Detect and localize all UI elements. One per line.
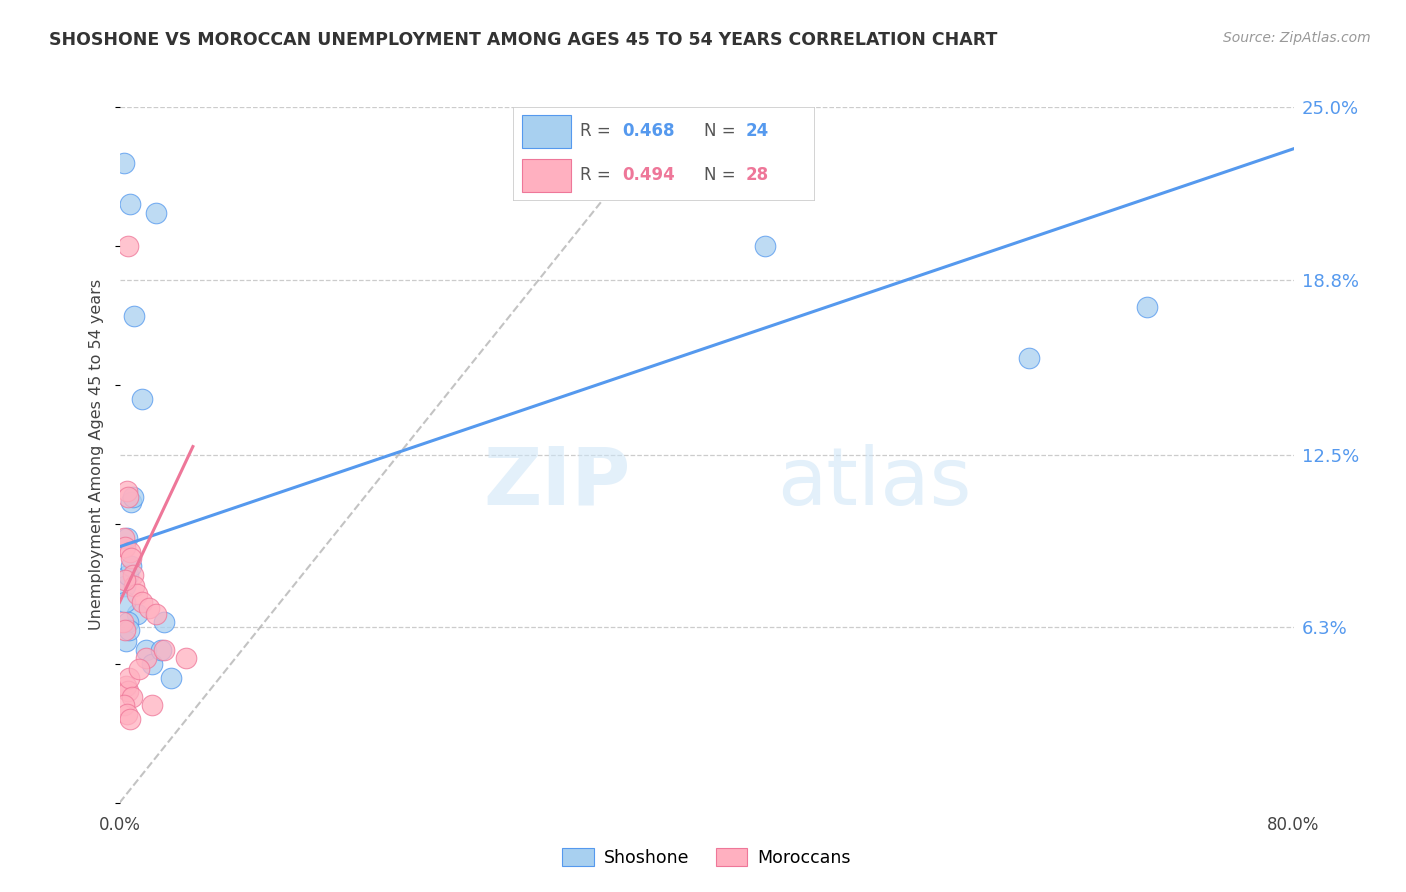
Point [120,495,142,509]
Point [117,239,139,253]
Point [112,698,135,713]
Point [121,567,143,582]
Point [112,155,135,169]
FancyBboxPatch shape [522,160,571,193]
Text: 0.468: 0.468 [621,122,675,140]
Point [118,197,141,211]
Point [112,615,135,629]
Point [160,671,183,685]
Point [141,657,163,671]
Point [149,642,172,657]
Text: atlas: atlas [778,443,972,522]
Point [1136,301,1159,315]
Point [114,595,136,609]
Point [118,671,141,685]
Point [131,392,153,407]
Point [152,642,174,657]
Point [118,712,141,726]
Point [135,642,157,657]
Point [145,607,167,621]
Text: 0.494: 0.494 [621,167,675,185]
Point [117,490,139,504]
Point [122,579,145,593]
Point [118,624,141,638]
Point [120,550,142,565]
Point [1018,351,1040,365]
Text: R =: R = [579,122,616,140]
Point [114,540,136,554]
FancyBboxPatch shape [522,115,571,148]
Point [754,239,776,253]
Point [114,579,136,593]
Point [145,206,167,220]
Point [135,651,157,665]
Point [115,706,138,721]
Text: ZIP: ZIP [482,443,630,522]
Point [138,601,160,615]
Text: 28: 28 [747,167,769,185]
FancyBboxPatch shape [513,107,815,201]
Text: N =: N = [703,122,741,140]
Point [152,615,174,629]
Text: 24: 24 [747,122,769,140]
Point [141,698,163,713]
Text: N =: N = [703,167,741,185]
Text: R =: R = [579,167,616,185]
Legend: Shoshone, Moroccans: Shoshone, Moroccans [555,841,858,874]
Point [122,309,145,323]
Point [127,607,149,621]
Point [128,662,150,676]
Point [114,573,136,587]
Text: SHOSHONE VS MOROCCAN UNEMPLOYMENT AMONG AGES 45 TO 54 YEARS CORRELATION CHART: SHOSHONE VS MOROCCAN UNEMPLOYMENT AMONG … [49,31,998,49]
Point [117,684,139,698]
Point [121,490,143,504]
Point [118,545,141,559]
Point [131,595,153,609]
Point [174,651,197,665]
Point [115,679,138,693]
Point [114,624,136,638]
Text: Source: ZipAtlas.com: Source: ZipAtlas.com [1223,31,1371,45]
Point [115,532,138,546]
Point [121,690,143,704]
Point [115,484,138,499]
Point [127,587,149,601]
Point [117,567,139,582]
Y-axis label: Unemployment Among Ages 45 to 54 years: Unemployment Among Ages 45 to 54 years [89,279,104,631]
Point [117,615,139,629]
Point [112,532,135,546]
Point [115,634,138,648]
Point [120,559,142,574]
